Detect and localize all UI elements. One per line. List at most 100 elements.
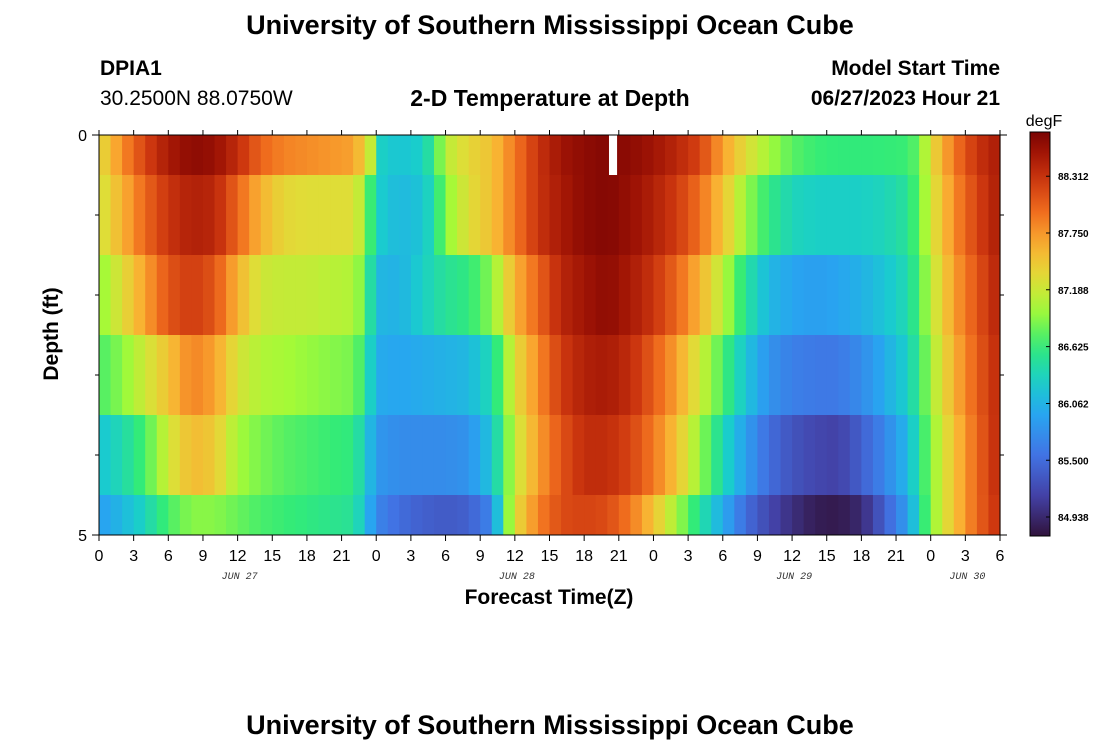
heatmap-cell [792,495,805,535]
heatmap-cell [514,255,527,335]
heatmap-cell [110,135,123,175]
heatmap-cell [618,495,631,535]
heatmap-cell [641,335,655,415]
date-label: JUN 30 [949,572,985,583]
heatmap-cell [133,495,146,535]
heatmap-cell [826,135,839,175]
heatmap-cell [468,415,481,495]
heatmap-cell [399,415,412,495]
heatmap-cell [653,135,666,175]
heatmap-cell [757,495,770,535]
heatmap-cell [919,495,932,535]
heatmap-cell [768,415,782,495]
heatmap-cell [630,335,643,415]
heatmap-cell [503,255,516,335]
heatmap-cell [688,255,701,335]
y-tick-label: 0 [78,128,87,145]
heatmap-cell [237,255,250,335]
heatmap-cell [641,175,655,255]
heatmap-cell [826,255,839,335]
heatmap-cell [330,335,343,415]
heatmap-cell [872,255,886,335]
heatmap-cell [907,335,920,415]
heatmap-cell [896,175,909,255]
heatmap-cell [734,135,747,175]
x-tick-label: 3 [129,548,138,565]
heatmap-cell [202,255,216,335]
heatmap-cell [561,175,574,255]
heatmap-cell [376,175,389,255]
heatmap-cell [549,175,562,255]
heatmap-cell [734,255,747,335]
x-tick-label: 6 [996,548,1005,565]
heatmap-cell [191,175,204,255]
heatmap-cell [872,335,886,415]
heatmap-cell [607,495,620,535]
heatmap-cell [953,495,966,535]
heatmap-cell [364,415,377,495]
heatmap-cell [249,255,262,335]
heatmap-cell [965,135,978,175]
heatmap-cell [653,495,666,535]
heatmap-cell [445,175,458,255]
heatmap-cell [399,135,412,175]
heatmap-cell [283,135,296,175]
missing-data-cell [608,135,618,175]
heatmap-cell [179,415,193,495]
x-tick-label: 18 [298,548,316,565]
heatmap-cell [768,335,782,415]
heatmap-cell [179,135,193,175]
heatmap-cell [572,335,585,415]
heatmap-cell [306,175,320,255]
date-label: JUN 29 [776,572,812,583]
heatmap-cell [561,415,574,495]
heatmap-cell [110,495,123,535]
heatmap-cell [410,335,424,415]
heatmap-cell [641,135,655,175]
heatmap-cell [711,415,724,495]
heatmap-cell [711,255,724,335]
heatmap-cell [919,175,932,255]
heatmap-cell [699,495,712,535]
heatmap-cell [399,495,412,535]
heatmap-cell [630,175,643,255]
heatmap-cell [283,415,296,495]
heatmap-cell [191,495,204,535]
heatmap-cell [306,415,320,495]
heatmap-cell [503,415,516,495]
heatmap-cell [514,415,527,495]
heatmap-cell [665,335,678,415]
heatmap-cell [457,335,470,415]
heatmap-cell [919,255,932,335]
heatmap-cell [792,335,805,415]
heatmap-cell [653,335,666,415]
heatmap-cell [896,495,909,535]
heatmap-cell [156,135,169,175]
heatmap-cell [849,255,862,335]
heatmap-cell [861,335,874,415]
heatmap-cell [630,495,643,535]
heatmap-cell [422,255,435,335]
y-axis-ticks: 05 [78,128,1007,545]
heatmap-cell [711,175,724,255]
heatmap-cell [422,495,435,535]
heatmap-cell [907,255,920,335]
heatmap-cell [607,415,620,495]
heatmap-cell [618,415,631,495]
x-tick-label: 15 [818,548,836,565]
heatmap-cell [930,135,943,175]
heatmap-cell [468,335,481,415]
heatmap-cell [226,255,239,335]
heatmap-cell [433,495,447,535]
heatmap-cell [734,335,747,415]
heatmap-cell [618,255,631,335]
heatmap-cell [884,135,897,175]
heatmap-cell [907,175,920,255]
heatmap-cell [480,135,493,175]
heatmap-cell [965,335,978,415]
heatmap-cell [872,415,886,495]
heatmap-cell [110,415,123,495]
heatmap-cell [572,255,585,335]
heatmap-cell [156,175,169,255]
heatmap-cell [722,335,735,415]
